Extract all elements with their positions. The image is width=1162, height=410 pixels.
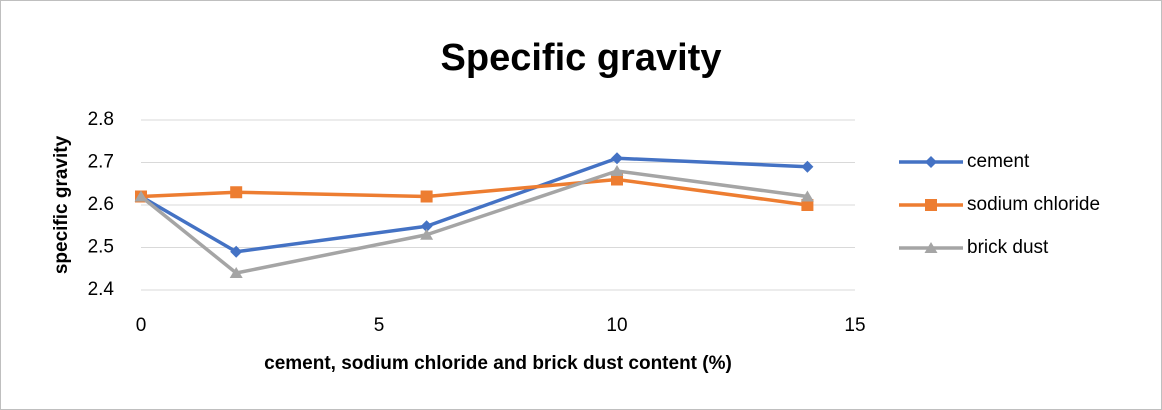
data-point xyxy=(134,190,148,202)
x-tick-label: 5 xyxy=(374,315,385,336)
data-point xyxy=(611,173,623,186)
y-tick-label: 2.7 xyxy=(88,152,114,173)
y-axis-title: specific gravity xyxy=(51,135,72,274)
y-tick-label: 2.5 xyxy=(88,237,114,258)
data-point xyxy=(800,190,814,202)
legend-marker xyxy=(925,156,937,168)
data-point xyxy=(611,152,623,165)
x-tick-label: 0 xyxy=(136,315,147,336)
data-point xyxy=(230,186,243,199)
legend-label: cement xyxy=(967,151,1030,172)
y-tick-label: 2.4 xyxy=(88,279,115,300)
data-point xyxy=(420,190,433,203)
data-point xyxy=(610,165,624,176)
y-tick-label: 2.8 xyxy=(88,109,114,130)
data-point xyxy=(230,245,243,258)
x-axis-title: cement, sodium chloride and brick dust c… xyxy=(264,353,732,374)
data-point xyxy=(420,228,434,240)
data-point xyxy=(801,199,814,211)
data-point xyxy=(229,267,243,278)
data-point xyxy=(420,220,433,233)
y-tick-label: 2.6 xyxy=(88,194,114,215)
x-tick-label: 10 xyxy=(606,315,627,336)
legend-label: sodium chloride xyxy=(967,194,1100,215)
x-tick-label: 15 xyxy=(844,315,865,336)
chart-title: Specific gravity xyxy=(441,37,722,79)
legend-marker xyxy=(924,242,938,253)
legend-marker xyxy=(925,199,937,211)
data-point xyxy=(801,160,814,173)
legend-label: brick dust xyxy=(967,237,1049,258)
